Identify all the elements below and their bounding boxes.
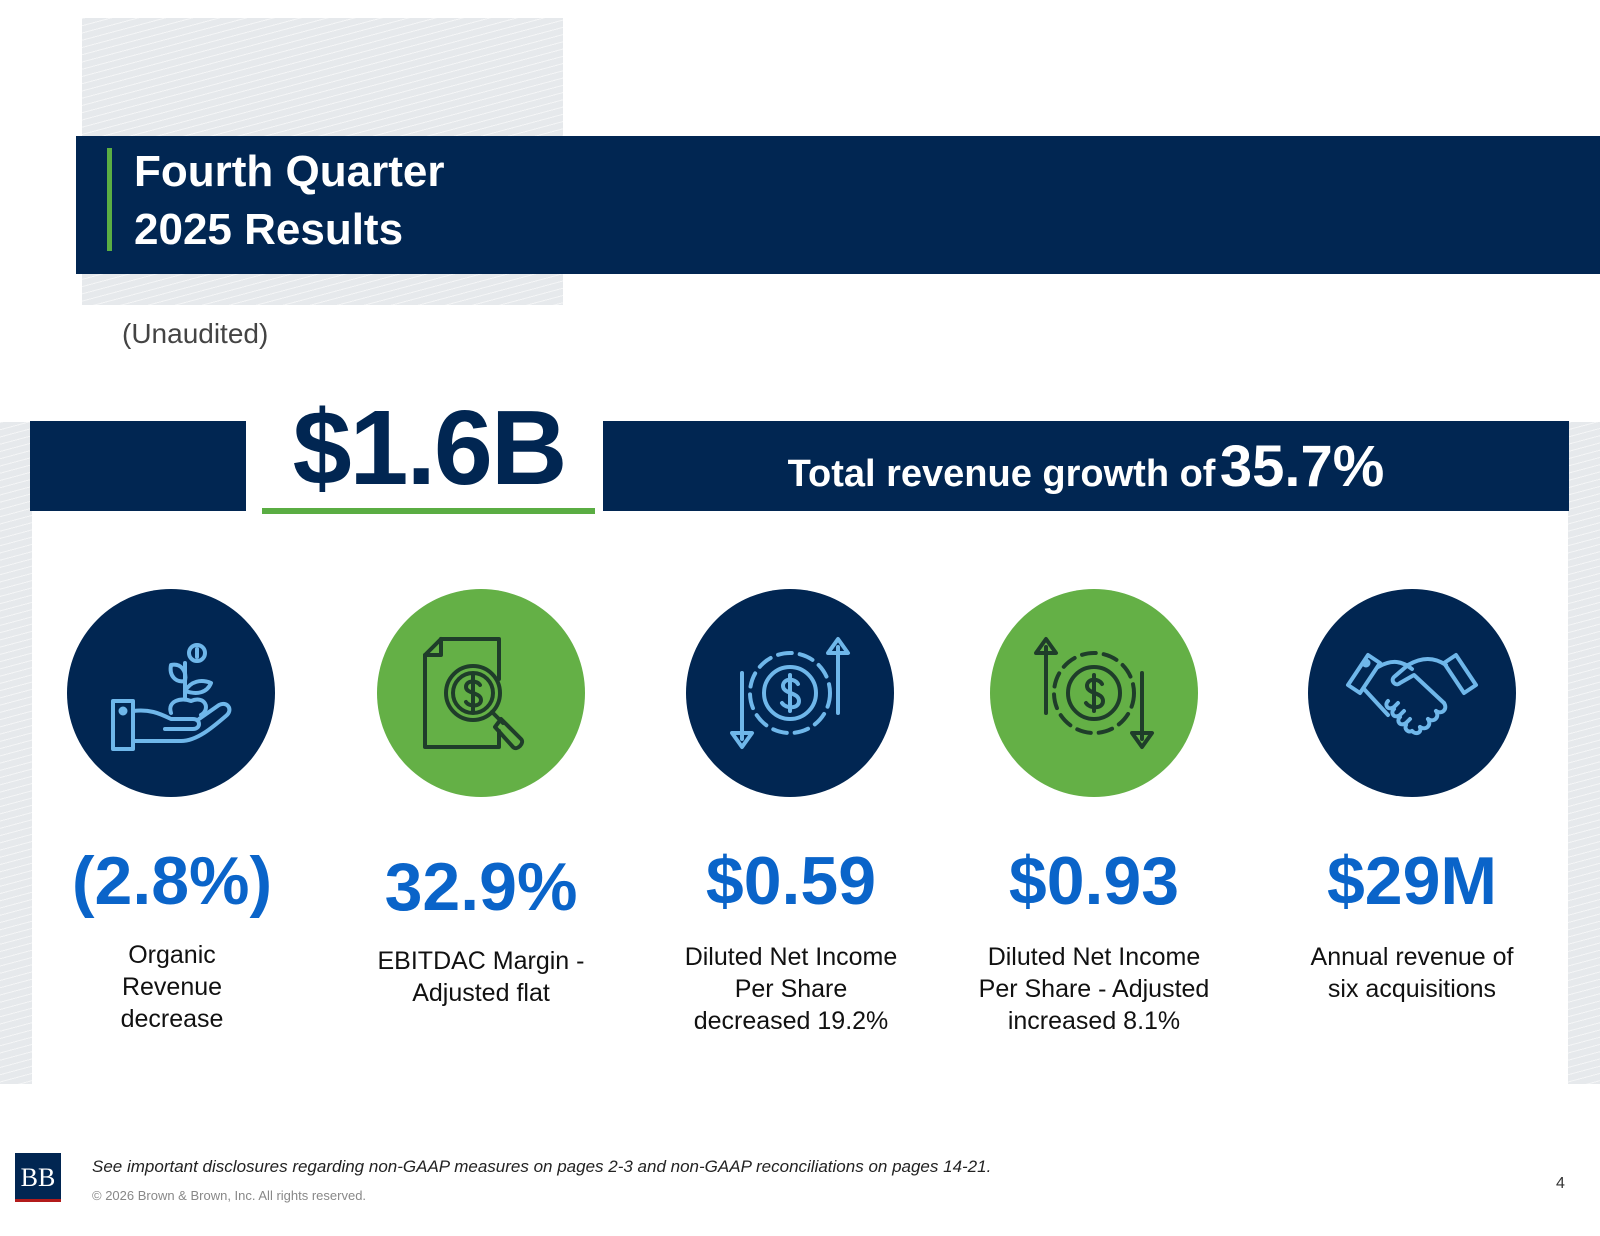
page-title-line-2: 2025 Results: [134, 205, 404, 254]
document-dollar-magnifier-icon: [423, 637, 524, 750]
metric-4-label-line-3: increased 8.1%: [1007, 1007, 1181, 1035]
title-band: [76, 136, 1600, 274]
metric-3-icon-circle: [686, 589, 894, 797]
revenue-growth-label: Total revenue growth of: [787, 453, 1216, 495]
plant-in-hand-icon: [111, 643, 232, 751]
metric-5-value: $29M: [1326, 843, 1498, 919]
metric-2-label-line-2: Adjusted flat: [412, 979, 550, 1007]
revenue-growth-text: Total revenue growth of 35.7%: [603, 433, 1569, 500]
metric-5-label-line-1: Annual revenue of: [1310, 943, 1514, 971]
metric-4-label-line-2: Per Share - Adjusted: [978, 975, 1210, 1003]
metric-1-label-line-2: Revenue: [121, 973, 223, 1001]
dollar-cycle-arrows-icon: [730, 637, 850, 749]
metric-2-label-line-1: EBITDAC Margin -: [377, 947, 585, 975]
metric-3-label-line-1: Diluted Net Income: [684, 943, 898, 971]
metric-3-label-line-3: decreased 19.2%: [693, 1007, 889, 1035]
brown-and-brown-logo: BB: [15, 1153, 61, 1202]
metric-1-label-line-3: decrease: [120, 1005, 224, 1033]
headline-band-right: [603, 421, 1569, 511]
panel-hatch-right: [1568, 422, 1600, 1084]
metric-1-label: Organic Revenue decrease: [37, 939, 307, 1035]
metric-1-icon-circle: [67, 589, 275, 797]
handshake-icon: [1346, 653, 1478, 736]
metric-2-icon-circle: [377, 589, 585, 797]
page-number: 4: [1556, 1175, 1565, 1192]
metric-4-value: $0.93: [1008, 843, 1180, 919]
metric-2-label: EBITDAC Margin - Adjusted flat: [346, 945, 616, 1009]
metric-3-label-line-2: Per Share: [734, 975, 848, 1003]
panel-hatch-left: [0, 422, 32, 1084]
metric-4-label: Diluted Net Income Per Share - Adjusted …: [959, 941, 1229, 1037]
total-revenue-underline: [262, 508, 595, 514]
metric-1-label-line-1: Organic: [128, 941, 216, 969]
metric-5-label-line-2: six acquisitions: [1327, 975, 1497, 1003]
non-gaap-disclosure: See important disclosures regarding non-…: [92, 1157, 992, 1176]
headline-band-left: [30, 421, 246, 511]
total-revenue-value: $1.6B: [292, 389, 568, 507]
page-title-line-1: Fourth Quarter: [134, 147, 445, 196]
metric-3-label: Diluted Net Income Per Share decreased 1…: [656, 941, 926, 1037]
metric-4-icon-circle: [990, 589, 1198, 797]
metric-3-value: $0.59: [705, 843, 877, 919]
revenue-growth-value: 35.7%: [1219, 434, 1385, 499]
metric-4-label-line-1: Diluted Net Income: [987, 943, 1201, 971]
metric-2-value: 32.9%: [384, 849, 578, 925]
dollar-cycle-arrows-icon: [1034, 637, 1154, 749]
metric-5-label: Annual revenue of six acquisitions: [1277, 941, 1547, 1005]
title-accent-bar: [107, 148, 112, 251]
metric-5-icon-circle: [1308, 589, 1516, 797]
copyright-notice: © 2026 Brown & Brown, Inc. All rights re…: [92, 1188, 367, 1203]
metric-1-value: (2.8%): [71, 843, 273, 919]
unaudited-subtitle: (Unaudited): [122, 318, 269, 349]
